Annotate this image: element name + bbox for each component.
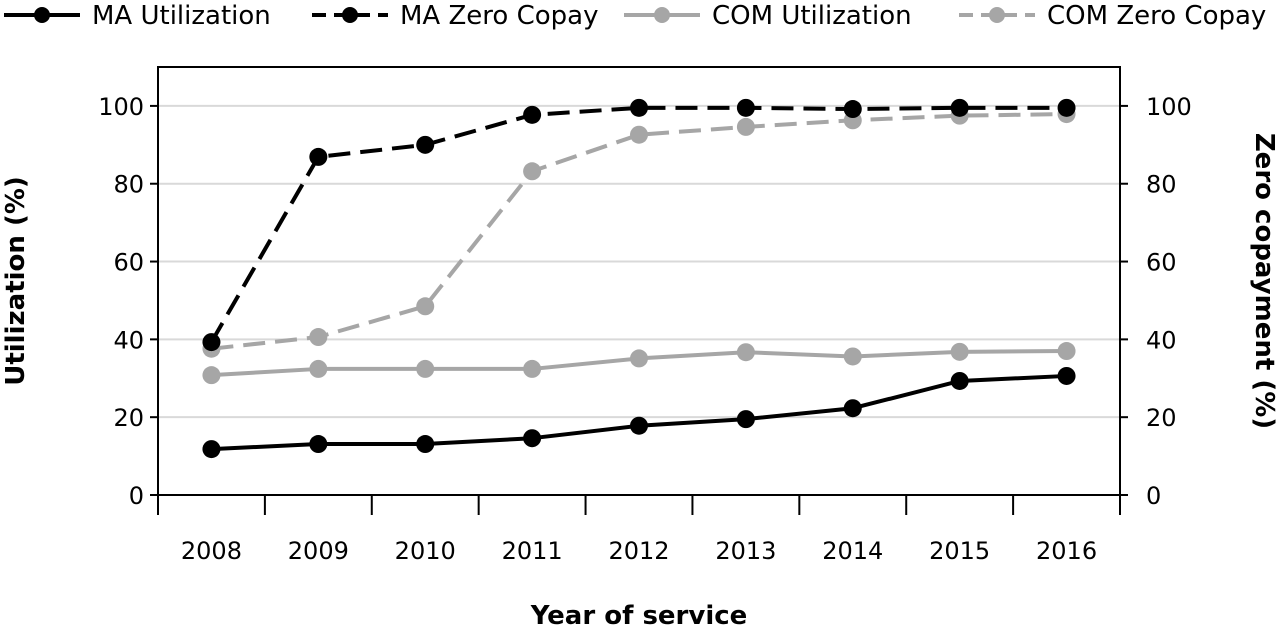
data-point-ma-utilization-2009 xyxy=(309,435,328,454)
legend-marker-ma-utilization xyxy=(34,7,50,23)
y-tick-label-left: 40 xyxy=(113,326,144,354)
data-point-ma-zero-copay-2013 xyxy=(736,98,755,117)
data-point-com-zero-copay-2011 xyxy=(523,162,542,181)
series-line-com-zero-copay xyxy=(211,112,1067,351)
x-tick-label-2011: 2011 xyxy=(502,537,563,565)
data-point-com-utilization-2014 xyxy=(843,347,862,366)
data-point-ma-utilization-2014 xyxy=(843,399,862,418)
data-point-ma-zero-copay-2015 xyxy=(950,98,969,117)
data-point-com-zero-copay-2013 xyxy=(736,117,755,136)
data-point-com-utilization-2008 xyxy=(202,366,221,385)
data-point-ma-utilization-2012 xyxy=(630,416,648,435)
data-point-ma-zero-copay-2012 xyxy=(630,98,648,117)
x-tick-label-2014: 2014 xyxy=(822,537,883,565)
data-point-com-utilization-2012 xyxy=(630,349,648,368)
legend: MA Utilization MA Zero Copay COM Utilizati… xyxy=(4,1,1266,31)
data-point-com-utilization-2015 xyxy=(950,342,969,361)
data-point-com-utilization-2016 xyxy=(1057,342,1076,361)
data-point-com-utilization-2011 xyxy=(523,359,542,378)
data-point-com-zero-copay-2010 xyxy=(416,297,435,316)
data-point-com-zero-copay-2012 xyxy=(630,125,648,144)
y-tick-label-left: 60 xyxy=(113,249,144,277)
axis-ticks: 0 0 20 20 40 40 60 60 80 80 100 100 2008 2009 2010 2011… xyxy=(98,93,1192,565)
data-point-ma-utilization-2010 xyxy=(416,435,435,454)
y-tick-label-right: 100 xyxy=(1146,93,1192,121)
legend-marker-ma-zero-copay xyxy=(342,7,358,23)
legend-label-ma-zero-copay: MA Zero Copay xyxy=(400,1,598,31)
data-point-ma-zero-copay-2014 xyxy=(843,100,862,119)
data-point-ma-zero-copay-2008 xyxy=(202,333,221,352)
series-group xyxy=(202,98,1076,459)
data-point-com-utilization-2013 xyxy=(736,343,755,362)
legend-label-com-utilization: COM Utilization xyxy=(712,1,912,31)
y-tick-label-left: 20 xyxy=(113,404,144,432)
legend-label-com-zero-copay: COM Zero Copay xyxy=(1047,1,1266,31)
y-tick-label-left: 80 xyxy=(113,171,144,199)
legend-label-ma-utilization: MA Utilization xyxy=(92,1,271,31)
y-tick-label-right: 80 xyxy=(1146,171,1177,199)
x-tick-label-2013: 2013 xyxy=(715,537,776,565)
data-point-ma-utilization-2016 xyxy=(1057,366,1076,385)
y-tick-label-left: 0 xyxy=(129,482,144,510)
data-point-ma-zero-copay-2009 xyxy=(309,147,328,166)
y-tick-label-right: 20 xyxy=(1146,404,1177,432)
data-point-ma-utilization-2013 xyxy=(736,410,755,429)
plot-frame xyxy=(157,66,1121,496)
y-axis-title-left: Utilization (%) xyxy=(1,176,31,386)
data-point-ma-utilization-2008 xyxy=(202,440,221,459)
y-tick-label-right: 60 xyxy=(1146,249,1177,277)
data-point-com-utilization-2010 xyxy=(416,359,435,378)
legend-marker-com-zero-copay xyxy=(989,7,1005,23)
data-point-ma-utilization-2011 xyxy=(523,429,542,448)
data-point-ma-zero-copay-2011 xyxy=(523,105,542,124)
x-axis-title: Year of service xyxy=(530,601,748,631)
x-tick-label-2012: 2012 xyxy=(608,537,669,565)
x-tick-label-2008: 2008 xyxy=(181,537,242,565)
legend-marker-com-utilization xyxy=(654,7,670,23)
y-axis-title-right: Zero copayment (%) xyxy=(1249,133,1279,429)
x-tick-label-2016: 2016 xyxy=(1036,537,1097,565)
data-point-ma-utilization-2015 xyxy=(950,371,969,390)
x-tick-label-2010: 2010 xyxy=(395,537,456,565)
x-tick-label-2009: 2009 xyxy=(288,537,349,565)
y-tick-label-left: 100 xyxy=(98,93,144,121)
y-tick-label-right: 40 xyxy=(1146,326,1177,354)
data-point-ma-zero-copay-2010 xyxy=(416,135,435,154)
series-line-ma-utilization xyxy=(211,373,1067,452)
data-point-com-zero-copay-2009 xyxy=(309,328,328,347)
x-tick-label-2015: 2015 xyxy=(929,537,990,565)
data-point-com-utilization-2009 xyxy=(309,359,328,378)
y-tick-label-right: 0 xyxy=(1146,482,1161,510)
data-point-ma-zero-copay-2016 xyxy=(1057,98,1076,117)
